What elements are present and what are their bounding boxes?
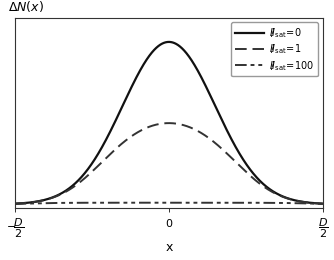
Legend: $I\!/\!I_{\rm sat}\!=\!0$, $I\!/\!I_{\rm sat}\!=\!1$, $I\!/\!I_{\rm sat}\!=\!100: $I\!/\!I_{\rm sat}\!=\!0$, $I\!/\!I_{\rm… <box>231 22 318 76</box>
X-axis label: x: x <box>165 242 173 255</box>
Y-axis label: $\Delta N(x)$: $\Delta N(x)$ <box>8 0 44 14</box>
